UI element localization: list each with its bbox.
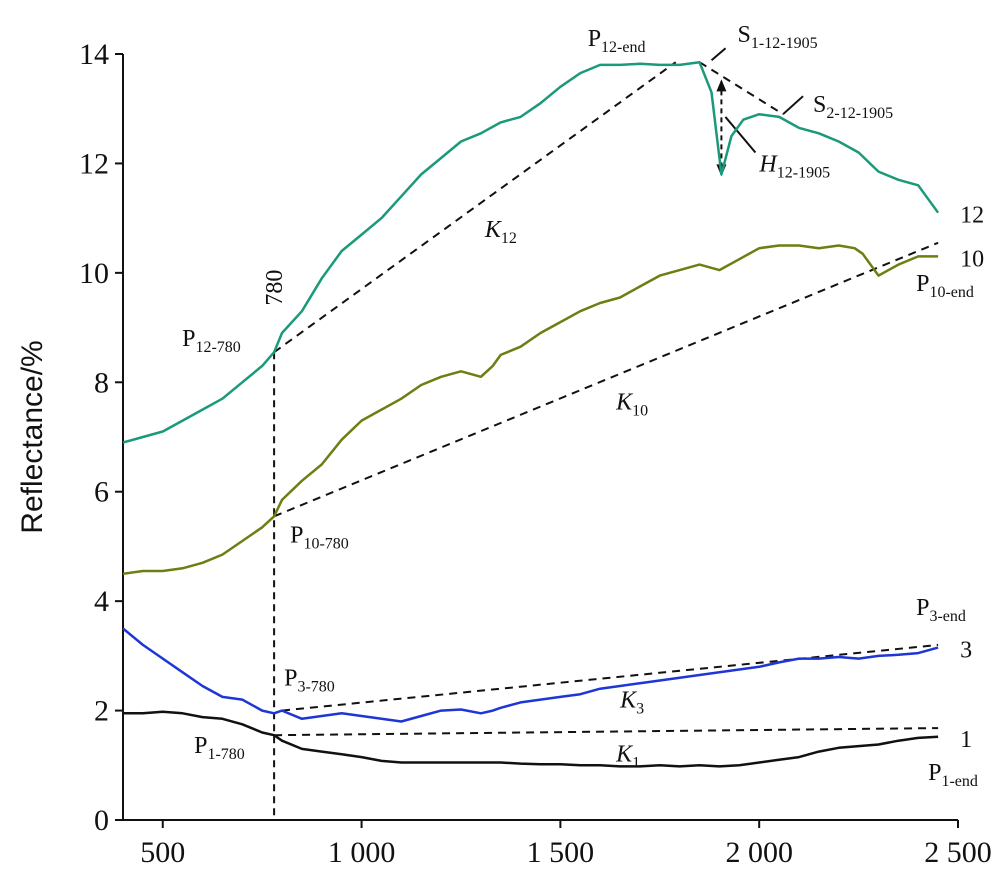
x-tick-label: 2 500 xyxy=(924,836,992,869)
series-group: 12 10 3 1 xyxy=(122,60,984,768)
x-tick-label: 500 xyxy=(140,836,185,869)
hull-label: K10 xyxy=(615,390,648,420)
point-annotation: S2-12-1905 xyxy=(813,92,893,122)
y-tick-label: 14 xyxy=(79,38,109,71)
hull-line xyxy=(273,61,677,354)
y-tick-label: 10 xyxy=(79,257,109,290)
y-tick-label: 4 xyxy=(94,585,109,618)
series-label-12: 12 xyxy=(960,203,984,229)
hull-label: K3 xyxy=(619,688,644,718)
series-line-12 xyxy=(122,60,940,444)
y-tick-label: 0 xyxy=(94,804,109,837)
hull-line xyxy=(281,643,939,712)
hull-line xyxy=(273,241,939,518)
point-annotation: P12-end xyxy=(588,26,646,56)
annotation-leader xyxy=(782,95,804,115)
hull-line xyxy=(274,727,939,737)
annotation-leader xyxy=(710,47,727,61)
depth-label: H12-1905 xyxy=(758,151,830,181)
point-annotation: P10-780 xyxy=(290,522,349,552)
series-line-3 xyxy=(122,627,939,723)
point-annotation: P1-780 xyxy=(194,733,245,763)
x-tick-label: 1 000 xyxy=(328,836,396,869)
point-annotation: S1-12-1905 xyxy=(738,22,818,52)
axis-ticks: 0 2 4 6 8 10 12 14 500 1 000 1 500 2 000 2 500 xyxy=(79,38,992,869)
series-label-10: 10 xyxy=(960,246,984,272)
point-annotation: P3-780 xyxy=(284,665,335,695)
depth-leader-line xyxy=(724,116,757,154)
arrow-head-up-icon xyxy=(716,79,727,92)
y-tick-label: 2 xyxy=(94,695,109,728)
reference-line-label: 780 xyxy=(262,270,288,306)
point-annotation: P3-end xyxy=(916,595,966,625)
y-tick-label: 8 xyxy=(94,366,109,399)
x-tick-label: 1 500 xyxy=(527,836,595,869)
series-line-1 xyxy=(123,710,939,768)
hull-lines: K12 K10 K3 K1 780 H12-1905 xyxy=(262,61,939,820)
hull-line xyxy=(699,61,784,116)
axes xyxy=(122,54,958,821)
point-annotation: P10-end xyxy=(916,271,974,301)
point-annotation: P12-780 xyxy=(182,326,241,356)
hull-label: K12 xyxy=(484,217,517,247)
y-axis-label: Reflectance/% xyxy=(16,340,49,533)
point-annotation: P1-end xyxy=(928,760,978,790)
y-tick-label: 6 xyxy=(94,476,109,509)
hull-label: K1 xyxy=(615,742,640,772)
annotations: P12-end S1-12-1905 S2-12-1905 P12-780 P10-78… xyxy=(182,22,978,790)
x-tick-label: 2 000 xyxy=(725,836,793,869)
y-tick-label: 12 xyxy=(79,147,109,180)
series-label-3: 3 xyxy=(960,638,972,664)
series-line-10 xyxy=(122,244,939,576)
series-label-1: 1 xyxy=(960,727,972,753)
